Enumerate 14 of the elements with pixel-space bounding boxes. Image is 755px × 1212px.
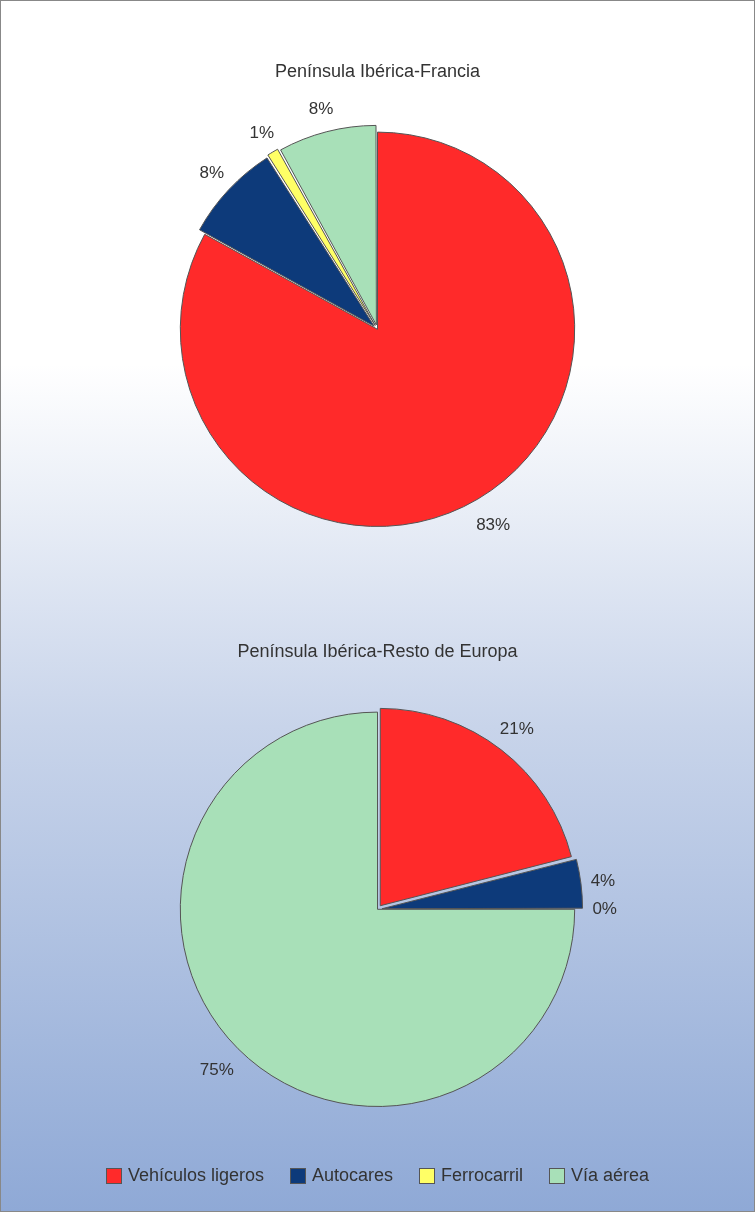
legend-label: Vehículos ligeros	[127, 1165, 264, 1186]
text: 0%	[592, 898, 617, 918]
data-label: 83%	[476, 514, 511, 534]
legend-label: Ferrocarril	[441, 1165, 524, 1186]
data-label: 1%	[249, 123, 275, 143]
data-label: 8%	[308, 98, 334, 118]
legend-label: Vía aérea	[571, 1165, 650, 1186]
data-label: 4%	[590, 870, 616, 890]
data-label: 21%	[499, 719, 534, 739]
data-label: 8%	[199, 163, 225, 183]
chart-title: Península Ibérica-Resto de Europa	[237, 640, 519, 661]
data-label: 75%	[199, 1059, 234, 1079]
chart-title: Península Ibérica-Francia	[274, 60, 482, 81]
legend-label: Autocares	[311, 1165, 394, 1186]
